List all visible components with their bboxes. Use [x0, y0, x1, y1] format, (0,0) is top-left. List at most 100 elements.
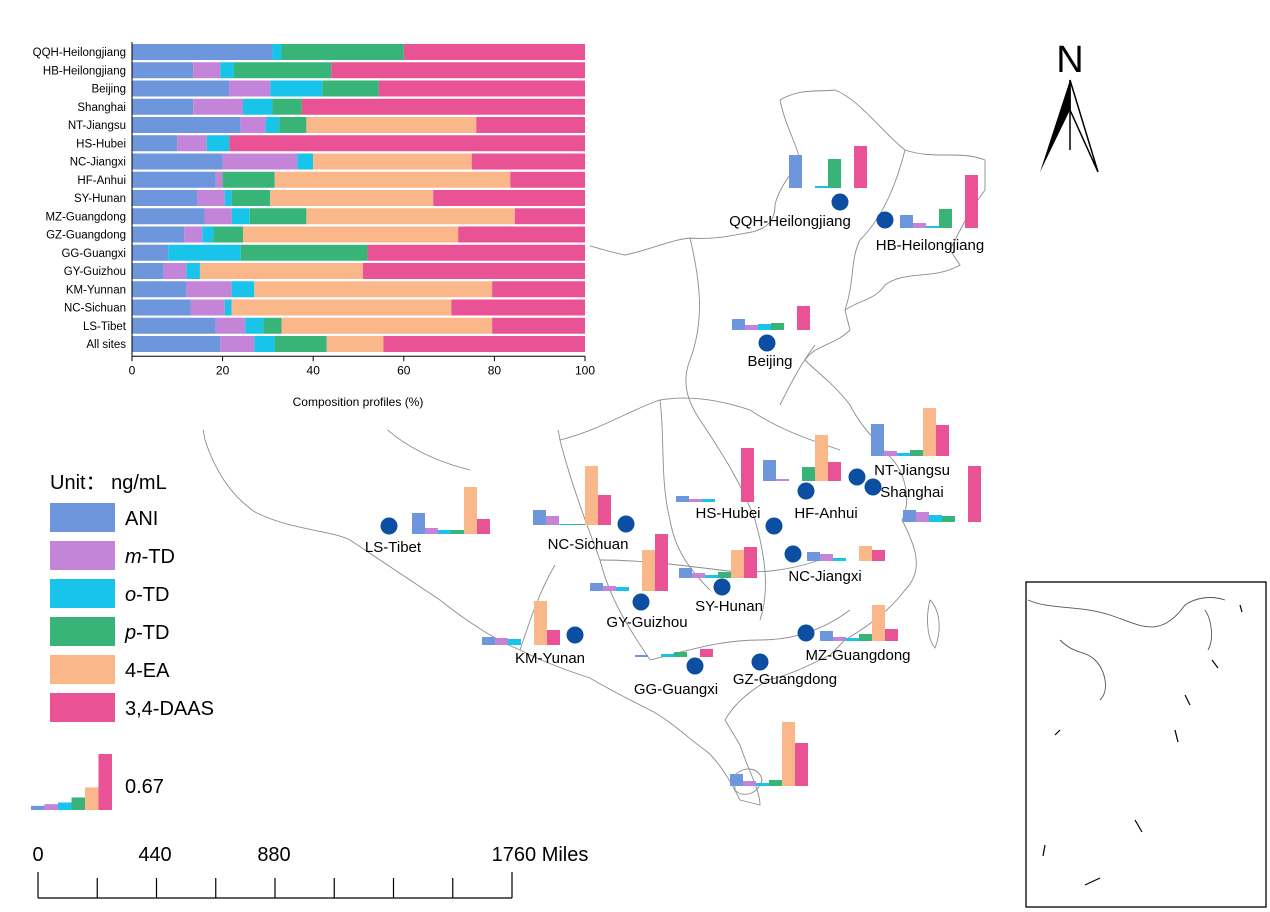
- site-label: NC-Jiangxi: [788, 568, 861, 585]
- category-label: HF-Anhui: [77, 175, 126, 187]
- bar-beijing-ani: [132, 80, 230, 97]
- category-label: SY-Hunan: [74, 193, 126, 205]
- site-bar-m-td: [820, 554, 833, 561]
- x-tick-label: 40: [307, 363, 321, 377]
- site-label: GY-Guizhou: [606, 614, 687, 631]
- legend-scale-bar-4-ea: [85, 787, 99, 810]
- site-marker[interactable]: [380, 517, 398, 535]
- site-bar-3-4-daas: [477, 519, 490, 534]
- site-bar-4-ea: [585, 466, 598, 525]
- legend-unit-label: Unit： ng/mL: [50, 472, 167, 494]
- site-bar-4-ea: [872, 605, 885, 641]
- bar-beijing-o-td: [270, 80, 323, 97]
- site-bar-3-4-daas: [965, 175, 978, 228]
- bar-km-yunnan-ani: [132, 281, 187, 298]
- site-bar-ani: [482, 637, 495, 645]
- site-gg-guangxi: GG-Guangxi: [634, 649, 718, 698]
- site-marker[interactable]: [758, 334, 776, 352]
- bar-shanghai-m-td: [193, 98, 243, 115]
- site-bar-m-td: [743, 781, 756, 786]
- site-bar-ani: [789, 155, 802, 188]
- bar-beijing-3-4-daas: [378, 80, 585, 97]
- category-label: KM-Yunnan: [66, 284, 126, 296]
- scale-label-880: 880: [257, 844, 290, 866]
- bar-mz-guangdong-4-ea: [306, 208, 515, 225]
- site-bar-ani: [679, 568, 692, 578]
- site-bar-o-td: [438, 530, 451, 534]
- scale-bar: 0 440 880 1760 Miles: [32, 844, 588, 899]
- inset-dash: [1042, 844, 1046, 857]
- bar-all-sites-3-4-daas: [383, 336, 585, 352]
- inset-dash: [1239, 604, 1243, 613]
- site-bar-ani: [730, 774, 743, 786]
- site-marker[interactable]: [713, 578, 731, 596]
- site-bar-p-td: [718, 572, 731, 578]
- site-bar-3-4-daas: [936, 425, 949, 456]
- bar-ls-tibet-3-4-daas: [492, 317, 585, 334]
- site-marker[interactable]: [686, 657, 704, 675]
- taiwan-outline: [927, 599, 940, 649]
- bar-hs-hubei-ani: [132, 135, 178, 152]
- legend-items: ANI m-TD o-TD p-TD 4-EA 3,4-DAAS: [50, 503, 214, 722]
- site-marker[interactable]: [864, 478, 882, 496]
- site-shanghai: Shanghai: [864, 466, 981, 522]
- bar-hf-anhui-ani: [132, 171, 216, 188]
- bar-gz-guangdong-4-ea: [242, 226, 459, 243]
- site-label: GG-Guangxi: [634, 681, 718, 698]
- legend-swatch: [50, 655, 115, 684]
- south-china-sea-inset: [1025, 581, 1267, 908]
- inset-dash: [1211, 659, 1219, 669]
- site-bar-ani: [763, 460, 776, 481]
- site-nc-jiangxi: NC-Jiangxi: [784, 545, 885, 585]
- bar-nc-sichuan-3-4-daas: [451, 299, 585, 316]
- site-marker[interactable]: [566, 626, 584, 644]
- category-label: Shanghai: [77, 102, 126, 114]
- site-hs-hubei: HS-Hubei: [676, 448, 783, 535]
- site-beijing: Beijing: [732, 306, 810, 370]
- site-bar-p-td: [572, 524, 585, 525]
- site-marker[interactable]: [617, 515, 635, 533]
- site-bar-3-4-daas: [700, 649, 713, 657]
- site-marker[interactable]: [632, 593, 650, 611]
- north-arrow-right-half: [1069, 79, 1099, 173]
- bar-hb-heilongjiang-o-td: [220, 62, 234, 79]
- bar-mz-guangdong-p-td: [249, 208, 307, 225]
- site-hf-anhui: HF-Anhui: [763, 435, 858, 522]
- site-bar-o-td: [929, 515, 942, 522]
- site-bar-4-ea: [464, 487, 477, 534]
- site-marker[interactable]: [848, 468, 866, 486]
- site-marker[interactable]: [831, 193, 849, 211]
- site-marker[interactable]: [797, 482, 815, 500]
- legend-label: m-TD: [125, 546, 175, 568]
- bar-hs-hubei-m-td: [177, 135, 207, 152]
- bar-all-sites-p-td: [274, 336, 327, 352]
- bar-shanghai-o-td: [242, 98, 273, 115]
- site-bar-ani: [903, 510, 916, 522]
- legend-scale-bar-m-td: [44, 804, 58, 810]
- site-bar-p-td: [939, 209, 952, 228]
- site-marker[interactable]: [751, 653, 769, 671]
- bar-qqh-heilongjiang-ani: [132, 44, 273, 60]
- site-marker[interactable]: [784, 545, 802, 563]
- bar-mz-guangdong-m-td: [204, 208, 232, 225]
- bar-mz-guangdong-3-4-daas: [514, 208, 585, 225]
- bar-ls-tibet-p-td: [263, 317, 282, 334]
- north-arrow-label: N: [1056, 39, 1083, 81]
- inset-coastline: [1027, 597, 1226, 628]
- inner-boundary: [685, 237, 701, 421]
- site-marker[interactable]: [765, 517, 783, 535]
- site-label: Beijing: [747, 353, 792, 370]
- bar-nc-jiangxi-3-4-daas: [471, 153, 585, 170]
- site-marker[interactable]: [876, 211, 894, 229]
- site-bar-m-td: [884, 451, 897, 456]
- inset-dash: [1184, 694, 1191, 706]
- x-tick-label: 60: [397, 363, 411, 377]
- bar-gz-guangdong-3-4-daas: [458, 226, 585, 243]
- legend-item-p-td: p-TD: [50, 617, 169, 646]
- bar-ls-tibet-ani: [132, 317, 216, 334]
- bar-nc-sichuan-m-td: [190, 299, 225, 316]
- site-bar-o-td: [702, 499, 715, 502]
- site-marker[interactable]: [797, 624, 815, 642]
- site-bar-p-td: [802, 467, 815, 481]
